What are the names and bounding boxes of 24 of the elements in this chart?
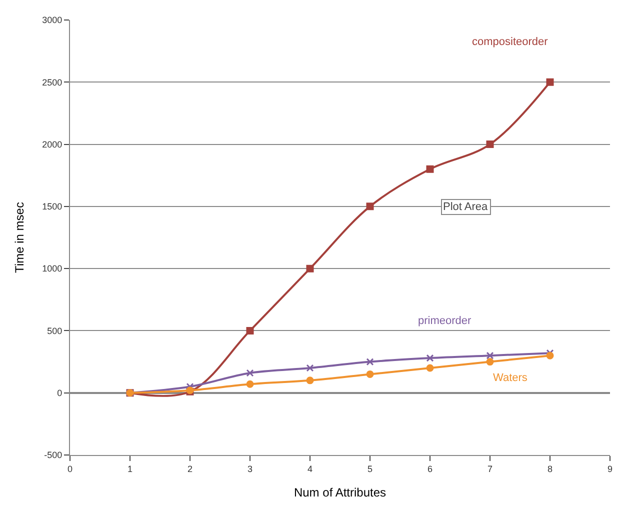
y-tick-label: 1500: [42, 202, 62, 212]
x-axis-title: Num of Attributes: [294, 486, 386, 500]
x-tick-label: 4: [307, 464, 313, 474]
y-tick-label: 3000: [42, 15, 62, 26]
x-tick-label: 2: [187, 464, 193, 474]
y-axis-title: Time in msec: [12, 202, 26, 273]
y-tick-label: 2000: [42, 139, 62, 150]
x-tick-label: 7: [487, 464, 493, 474]
text: primeorder: [418, 315, 472, 327]
x-tick-label: 9: [607, 464, 613, 474]
x-tick-label: 8: [547, 464, 553, 474]
y-tick-label: 500: [47, 326, 62, 336]
y-tick-label: 2500: [42, 77, 62, 88]
x-tick-label: 1: [127, 464, 133, 474]
series-label: Waters: [493, 372, 528, 384]
x-tick-label: 6: [427, 464, 433, 474]
y-tick-label: -500: [44, 450, 62, 460]
x-tick-label: 0: [67, 464, 73, 474]
x-tick-label: 3: [247, 464, 253, 474]
y-tick-label: 0: [57, 388, 62, 398]
y-tick-label: 1000: [42, 264, 62, 274]
text: compositeorder: [472, 36, 548, 48]
x-tick-label: 5: [367, 464, 373, 474]
annotation: Plot Area: [443, 201, 489, 213]
